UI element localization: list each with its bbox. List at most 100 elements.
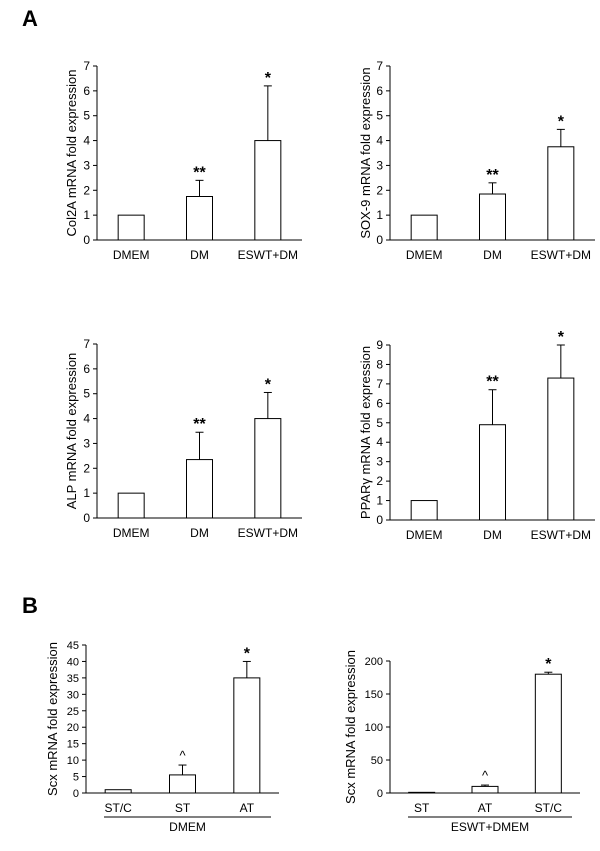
col2a-y-tick-label: 3 — [83, 158, 90, 172]
scx-dmem-y-tick-label: 0 — [73, 788, 79, 800]
sox9-y-tick-label: 0 — [376, 233, 383, 247]
ppar-y-tick-label: 5 — [376, 416, 383, 430]
alp-category-label: DMEM — [113, 526, 150, 540]
alp-significance-mark: ** — [193, 416, 206, 433]
scx-dmem-y-tick-label: 20 — [67, 722, 79, 734]
scx-dmem-bar — [233, 677, 261, 794]
ppar-y-tick-label: 4 — [376, 435, 383, 449]
col2a-y-tick-label: 0 — [83, 233, 90, 247]
col2a-y-tick-label: 1 — [83, 208, 90, 222]
scx-dmem-y-axis-title: Scx mRNA fold expression — [45, 642, 60, 796]
scx-dmem-y-tick-label: 5 — [73, 772, 79, 784]
ppar-y-tick-label: 2 — [376, 474, 383, 488]
ppar-bar — [547, 377, 575, 521]
sox9-bar — [410, 214, 438, 241]
scx-dmem-significance-mark: ^ — [179, 748, 186, 763]
panel-label-a: A — [22, 6, 38, 31]
col2a-y-tick-label: 4 — [83, 134, 90, 148]
ppar-significance-mark: * — [558, 329, 565, 346]
scx-eswt-y-tick-label: 50 — [371, 755, 383, 767]
scx-dmem-y-tick-label: 15 — [67, 739, 79, 751]
scx-dmem-y-tick-label: 40 — [67, 656, 79, 668]
ppar-category-label: DM — [483, 528, 502, 542]
alp-y-axis-title: ALP mRNA fold expression — [64, 353, 79, 510]
col2a-y-tick-label: 5 — [83, 109, 90, 123]
alp-y-tick-label: 1 — [83, 486, 90, 500]
alp-y-tick-label: 5 — [83, 387, 90, 401]
scx-dmem-category-label: AT — [240, 801, 255, 815]
sox9-y-tick-label: 1 — [376, 208, 383, 222]
sox9-y-tick-label: 3 — [376, 158, 383, 172]
ppar-category-label: ESWT+DM — [531, 528, 591, 542]
alp-y-tick-label: 7 — [83, 337, 90, 351]
col2a-category-label: DM — [190, 248, 209, 262]
alp-y-tick-label: 4 — [83, 412, 90, 426]
scx-dmem-group-label: DMEM — [169, 820, 206, 834]
sox9-y-tick-label: 5 — [376, 109, 383, 123]
col2a-y-tick-label: 6 — [83, 84, 90, 98]
alp-bar — [186, 459, 213, 519]
sox9-significance-mark: * — [558, 113, 565, 130]
ppar-y-tick-label: 8 — [376, 357, 383, 371]
ppar-bar — [479, 424, 506, 521]
ppar-y-tick-label: 0 — [376, 513, 383, 527]
sox9-y-tick-label: 4 — [376, 134, 383, 148]
ppar-y-axis-title: PPARγ mRNA fold expression — [358, 346, 373, 519]
panel-label-b: B — [22, 593, 38, 618]
sox9-category-label: DM — [483, 248, 502, 262]
ppar-y-tick-label: 6 — [376, 396, 383, 410]
col2a-y-axis-title: Col2A mRNA fold expression — [64, 70, 79, 237]
scx-dmem-bar — [104, 789, 132, 794]
col2a-category-label: ESWT+DM — [238, 248, 298, 262]
alp-y-tick-label: 2 — [83, 461, 90, 475]
sox9-bar — [547, 146, 575, 241]
scx-eswt-y-tick-label: 150 — [365, 689, 383, 701]
scx-dmem-category-label: ST/C — [104, 801, 132, 815]
alp-category-label: DM — [190, 526, 209, 540]
ppar-y-tick-label: 7 — [376, 377, 383, 391]
ppar-significance-mark: ** — [486, 374, 499, 391]
sox9-y-tick-label: 6 — [376, 84, 383, 98]
scx-eswt-y-tick-label: 0 — [377, 788, 383, 800]
scx-dmem-significance-mark: * — [244, 645, 251, 662]
sox9-significance-mark: ** — [486, 167, 499, 184]
col2a-category-label: DMEM — [113, 248, 150, 262]
ppar-y-tick-label: 3 — [376, 455, 383, 469]
alp-y-tick-label: 0 — [83, 511, 90, 525]
col2a-significance-mark: * — [265, 70, 272, 87]
scx-eswt-bar — [534, 673, 562, 794]
sox9-category-label: DMEM — [406, 248, 443, 262]
scx-eswt-y-tick-label: 100 — [365, 722, 383, 734]
scx-dmem-y-tick-label: 10 — [67, 755, 79, 767]
ppar-y-tick-label: 1 — [376, 494, 383, 508]
col2a-y-tick-label: 2 — [83, 183, 90, 197]
scx-eswt-group-label: ESWT+DMEM — [451, 820, 529, 834]
col2a-bar — [117, 214, 145, 241]
alp-bar — [254, 418, 282, 519]
scx-eswt-y-axis-title: Scx mRNA fold expression — [343, 650, 358, 804]
sox9-y-axis-title: SOX-9 mRNA fold expression — [358, 67, 373, 238]
col2a-significance-mark: ** — [193, 164, 206, 181]
scx-eswt-significance-mark: * — [545, 656, 552, 673]
alp-bar — [117, 492, 145, 519]
alp-category-label: ESWT+DM — [238, 526, 298, 540]
scx-eswt-y-tick-label: 200 — [365, 656, 383, 668]
scx-eswt-significance-mark: ^ — [482, 768, 489, 783]
scx-eswt-bar — [471, 785, 499, 794]
sox9-y-tick-label: 7 — [376, 59, 383, 73]
sox9-category-label: ESWT+DM — [531, 248, 591, 262]
sox9-bar — [479, 193, 506, 241]
scx-eswt-bar — [408, 791, 436, 794]
col2a-bar — [186, 196, 213, 241]
scx-eswt-category-label: ST — [414, 801, 430, 815]
scx-eswt-category-label: AT — [478, 801, 493, 815]
scx-dmem-y-tick-label: 45 — [67, 640, 79, 652]
ppar-category-label: DMEM — [406, 528, 443, 542]
alp-significance-mark: * — [265, 376, 272, 393]
scx-dmem-y-tick-label: 25 — [67, 706, 79, 718]
